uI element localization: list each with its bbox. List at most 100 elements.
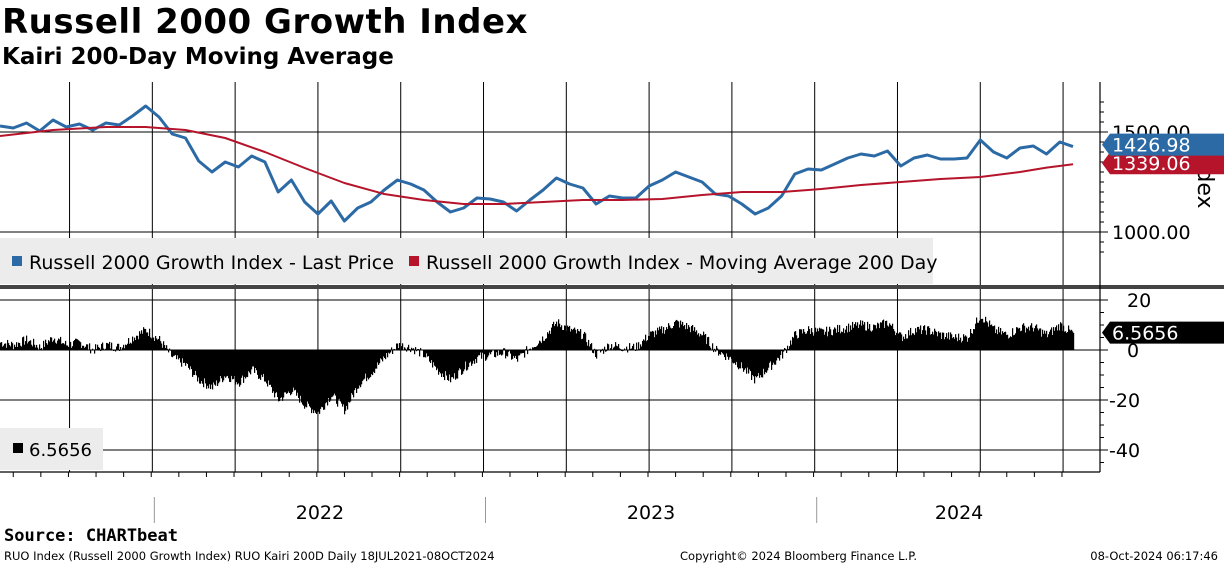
kairi-bar (899, 332, 901, 350)
kairi-bar (946, 333, 948, 350)
kairi-bar (805, 333, 807, 350)
kairi-bar (644, 340, 646, 350)
kairi-bar (820, 328, 822, 350)
kairi-bar (257, 350, 259, 375)
kairi-bar (571, 328, 573, 350)
kairi-bar (228, 350, 230, 379)
kairi-bar (362, 350, 364, 381)
kairi-bar (656, 334, 658, 350)
kairi-bar (16, 342, 18, 350)
kairi-bar (488, 350, 490, 356)
kairi-bar (444, 350, 446, 381)
kairi-bar (168, 350, 170, 353)
kairi-bar (254, 350, 256, 373)
kairi-bar (349, 350, 351, 403)
kairi-bar (116, 346, 118, 350)
kairi-bar (68, 347, 70, 350)
kairi-bar (471, 350, 473, 366)
kairi-bar (550, 333, 552, 350)
kairi-bar (281, 350, 283, 398)
kairi-bar (251, 350, 253, 370)
kairi-bar (185, 350, 187, 366)
kairi-bar (786, 350, 788, 353)
kairi-bar (986, 321, 988, 350)
kairi-bar (413, 348, 415, 350)
kairi-axis-label: -20 (1109, 390, 1140, 412)
kairi-bar (360, 350, 362, 388)
kairi-bar (180, 350, 182, 363)
kairi-bar (352, 350, 354, 395)
kairi-bar (404, 347, 406, 350)
kairi-bar (1035, 325, 1037, 350)
kairi-bar (661, 326, 663, 350)
kairi-bar (673, 326, 675, 350)
kairi-bar (286, 350, 288, 394)
kairi-bar (1016, 327, 1018, 350)
kairi-bar (652, 330, 654, 350)
kairi-bar (194, 350, 196, 375)
kairi-bar (497, 350, 499, 356)
kairi-bar (664, 333, 666, 350)
kairi-bar (129, 343, 131, 350)
kairi-bar (578, 330, 580, 350)
kairi-bar (296, 350, 298, 396)
kairi-bar (693, 330, 695, 350)
kairi-bar (494, 350, 496, 357)
kairi-bar (573, 328, 575, 350)
kairi-bar (361, 350, 363, 385)
kairi-bar (466, 350, 468, 371)
kairi-bar (97, 344, 99, 350)
kairi-bar (654, 337, 656, 350)
kairi-bar (327, 350, 329, 406)
kairi-bar (284, 350, 286, 393)
kairi-bar (756, 350, 758, 378)
kairi-bar (742, 350, 744, 369)
kairi-bar (476, 350, 478, 363)
kairi-bar (66, 345, 68, 350)
kairi-bar (255, 350, 257, 368)
kairi-bar (643, 339, 645, 350)
kairi-bar (3, 345, 5, 350)
kairi-bar (812, 332, 814, 350)
kairi-bar (303, 350, 305, 406)
kairi-bar (1048, 334, 1050, 350)
kairi-bar (224, 350, 226, 377)
kairi-bar (202, 350, 204, 384)
kairi-bar (206, 350, 208, 389)
kairi-bar (751, 350, 753, 380)
kairi-bar (995, 333, 997, 350)
kairi-bar (287, 350, 289, 394)
kairi-bar (1010, 336, 1012, 350)
kairi-bar (1033, 331, 1035, 350)
kairi-bar (1060, 322, 1062, 350)
price-line (0, 104, 1074, 223)
kairi-bar (27, 343, 29, 350)
kairi-bar (250, 350, 252, 375)
kairi-bar (978, 322, 980, 350)
kairi-last-value-tag: 6.5656 (1102, 321, 1224, 345)
kairi-bar (626, 346, 628, 350)
kairi-bar (830, 329, 832, 350)
kairi-bar (882, 320, 884, 350)
kairi-bar (439, 350, 441, 372)
kairi-bar (380, 350, 382, 359)
kairi-bar (1049, 331, 1051, 350)
kairi-bar (1051, 327, 1053, 350)
kairi-bar (1034, 328, 1036, 350)
kairi-bar (465, 350, 467, 362)
kairi-bar (71, 347, 73, 350)
kairi-bar (747, 350, 749, 368)
kairi-bar (369, 350, 371, 378)
kairi-bar (952, 338, 954, 350)
kairi-bar (680, 320, 682, 350)
kairi-bar (640, 344, 642, 350)
kairi-bar (896, 332, 898, 350)
kairi-bar (814, 333, 816, 350)
kairi-bar (33, 338, 35, 350)
kairi-bar (992, 326, 994, 350)
kairi-bar (894, 331, 896, 350)
ma-last-value-tag-text: 1339.06 (1112, 153, 1191, 175)
kairi-bar (243, 350, 245, 383)
kairi-bar (687, 328, 689, 350)
kairi-bar (941, 339, 943, 350)
